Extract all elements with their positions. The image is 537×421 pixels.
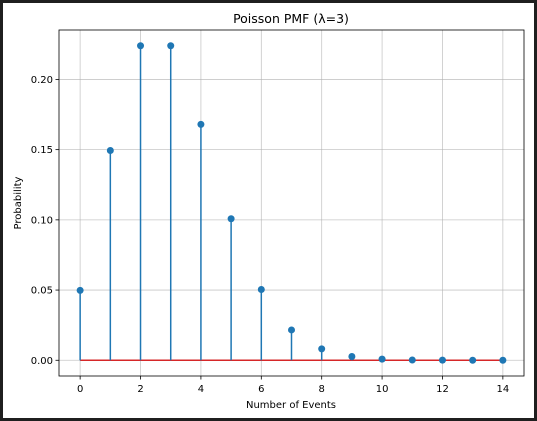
y-axis-label: Probability [13, 176, 24, 229]
grid-layer [59, 30, 524, 376]
x-tick-label: 12 [436, 384, 449, 395]
y-tick-layer: 0.00 0.05 0.10 0.15 0.20 [31, 75, 59, 367]
stem-marker [378, 355, 386, 363]
x-tick-label: 8 [319, 384, 325, 395]
y-tick-label: 0.05 [31, 286, 53, 297]
chart-title: Poisson PMF (λ=3) [233, 11, 349, 26]
chart-figure: Poisson PMF (λ=3) 0 2 4 6 8 10 12 14 0.00 0.05 0.… [3, 3, 534, 418]
x-axis-label: Number of Events [246, 400, 336, 411]
stem-marker [76, 286, 84, 294]
stem-marker [257, 286, 265, 293]
x-tick-label: 10 [376, 384, 389, 395]
chart-svg: Poisson PMF (λ=3) 0 2 4 6 8 10 12 14 0.000.050.… [13, 11, 525, 411]
stem-marker [318, 345, 326, 353]
stem-layer [79, 45, 444, 361]
y-tick-label: 0.15 [31, 145, 53, 156]
stem-marker [499, 356, 507, 364]
x-tick-label: 6 [258, 384, 264, 395]
x-tick-label: 14 [496, 384, 509, 395]
stem-marker [469, 356, 477, 364]
stem-marker [408, 356, 416, 364]
y-tick-label: 0.10 [31, 215, 53, 226]
marker-layer [76, 42, 507, 364]
stem-marker [167, 42, 175, 50]
y-tick-label: 0.20 [31, 75, 53, 86]
x-tick-label: 2 [137, 384, 143, 395]
x-tick-layer: 0 2 4 6 8 10 12 14 [77, 376, 509, 395]
stem-marker [227, 215, 235, 223]
x-tick-label: 0 [77, 384, 83, 395]
stem-marker [106, 146, 114, 154]
stem-marker [438, 356, 446, 364]
stem-marker [137, 42, 145, 50]
plot-frame [58, 29, 525, 377]
stem-marker [348, 352, 356, 360]
y-tick-label: 0.00 [31, 356, 53, 367]
x-tick-label: 4 [198, 384, 204, 395]
stem-marker [288, 326, 295, 334]
stem-marker [197, 120, 205, 128]
